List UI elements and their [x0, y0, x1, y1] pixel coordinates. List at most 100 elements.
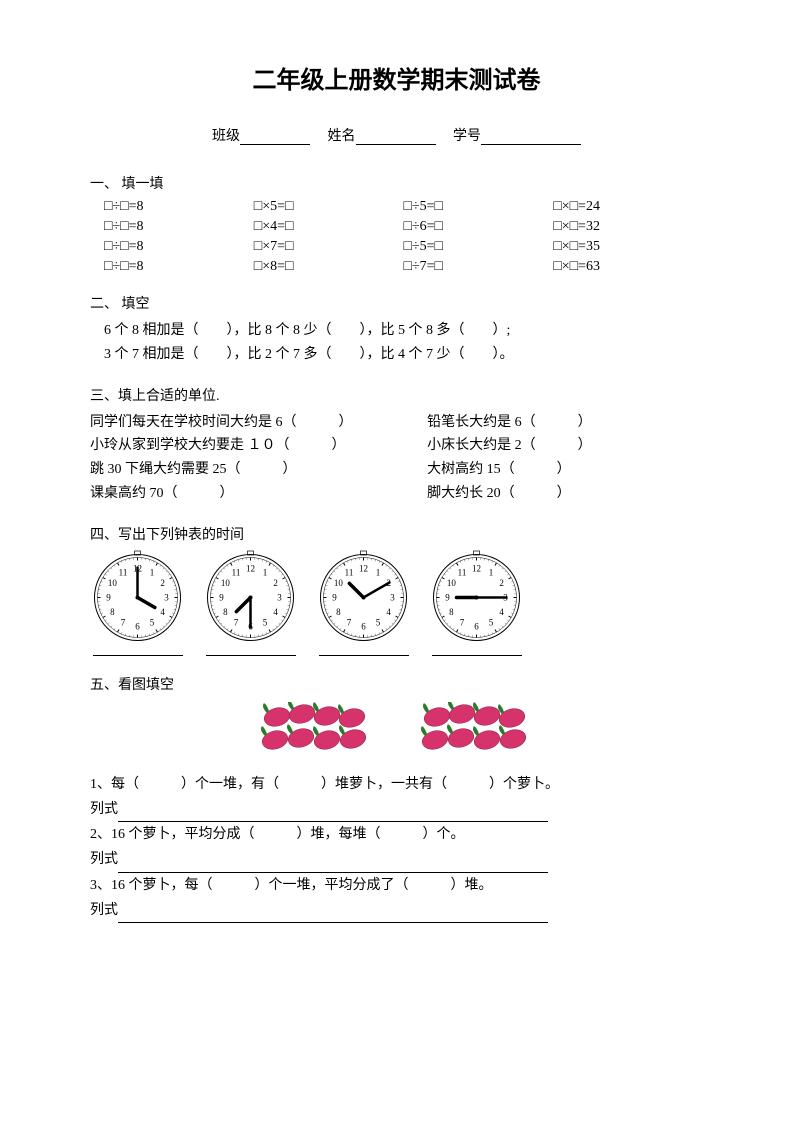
svg-text:9: 9: [219, 592, 224, 602]
svg-text:9: 9: [445, 592, 450, 602]
clock-icon: 123456789101112: [203, 550, 298, 645]
answer-line: [93, 655, 183, 656]
id-label: 学号: [453, 125, 481, 145]
svg-text:12: 12: [472, 563, 481, 573]
q5-formula: 列式: [90, 898, 703, 923]
svg-text:8: 8: [336, 607, 341, 617]
svg-text:2: 2: [273, 578, 278, 588]
svg-text:6: 6: [361, 621, 366, 631]
svg-text:9: 9: [106, 592, 111, 602]
q3-row: 同学们每天在学校时间大约是 6（ ） 铅笔长大约是 6（ ）: [90, 411, 703, 435]
svg-text:10: 10: [334, 578, 344, 588]
svg-text:3: 3: [390, 592, 395, 602]
q1-cell: □÷□=8: [104, 239, 254, 255]
svg-text:10: 10: [221, 578, 231, 588]
class-label: 班级: [212, 125, 240, 145]
svg-text:1: 1: [150, 567, 155, 577]
answer-line: [206, 655, 296, 656]
q1-cell: □÷7=□: [404, 259, 554, 275]
q1-cell: □÷□=8: [104, 219, 254, 235]
svg-text:12: 12: [359, 563, 368, 573]
section-4-title: 四、写出下列钟表的时间: [90, 524, 703, 544]
answer-line: [432, 655, 522, 656]
q5-line: 2、16 个萝卜，平均分成（ ）堆，每堆（ ）个。: [90, 822, 703, 847]
student-info-line: 班级 姓名 学号: [90, 125, 703, 145]
clock-icon: 123456789101112: [429, 550, 524, 645]
radish-row: [90, 702, 703, 762]
svg-text:1: 1: [489, 567, 494, 577]
section-1-title: 一、 填一填: [90, 173, 703, 193]
q3-right: 铅笔长大约是 6（ ）: [427, 411, 703, 435]
svg-text:4: 4: [386, 607, 391, 617]
q3-right: 小床长大约是 2（ ）: [427, 434, 703, 458]
svg-text:10: 10: [108, 578, 118, 588]
svg-text:7: 7: [460, 617, 465, 627]
svg-text:6: 6: [474, 621, 479, 631]
clock-icon: 123456789101112: [90, 550, 185, 645]
section-5-title: 五、看图填空: [90, 674, 703, 694]
q5-formula: 列式: [90, 797, 703, 822]
svg-text:7: 7: [347, 617, 352, 627]
q3-left: 课桌高约 70（ ）: [90, 482, 427, 506]
svg-text:11: 11: [345, 567, 354, 577]
q1-cell: □÷5=□: [404, 239, 554, 255]
q1-cell: □÷□=8: [104, 199, 254, 215]
q5-line: 1、每（ ）个一堆，有（ ）堆萝卜，一共有（ ）个萝卜。: [90, 772, 703, 797]
q3-row: 课桌高约 70（ ） 脚大约长 20（ ）: [90, 482, 703, 506]
svg-text:8: 8: [223, 607, 228, 617]
radish-pile-icon: [417, 702, 537, 762]
svg-text:7: 7: [121, 617, 126, 627]
svg-text:11: 11: [119, 567, 128, 577]
q1-cell: □÷6=□: [404, 219, 554, 235]
svg-text:11: 11: [458, 567, 467, 577]
q1-cell: □÷□=8: [104, 259, 254, 275]
q5-line: 3、16 个萝卜，每（ ）个一堆，平均分成了（ ）堆。: [90, 873, 703, 898]
q3-right: 脚大约长 20（ ）: [427, 482, 703, 506]
svg-text:7: 7: [234, 617, 239, 627]
svg-text:2: 2: [160, 578, 165, 588]
q2-line: 6 个 8 相加是（ ），比 8 个 8 少（ ），比 5 个 8 多（ ）;: [104, 319, 703, 343]
svg-text:8: 8: [110, 607, 115, 617]
svg-text:5: 5: [150, 617, 155, 627]
q3-left: 同学们每天在学校时间大约是 6（ ）: [90, 411, 427, 435]
q1-cell: □×8=□: [254, 259, 404, 275]
svg-text:12: 12: [246, 563, 255, 573]
q5-formula: 列式: [90, 847, 703, 872]
section-2-title: 二、 填空: [90, 293, 703, 313]
name-label: 姓名: [328, 125, 356, 145]
q1-cell: □×□=24: [553, 199, 703, 215]
svg-text:11: 11: [232, 567, 241, 577]
svg-text:1: 1: [263, 567, 268, 577]
svg-text:2: 2: [499, 578, 504, 588]
svg-text:1: 1: [376, 567, 381, 577]
q1-cell: □÷5=□: [404, 199, 554, 215]
q1-cell: □×5=□: [254, 199, 404, 215]
section-3-title: 三、填上合适的单位.: [90, 385, 703, 405]
svg-text:5: 5: [376, 617, 381, 627]
q1-cell: □×□=32: [553, 219, 703, 235]
clock-icon: 123456789101112: [316, 550, 411, 645]
svg-text:4: 4: [499, 607, 504, 617]
answer-line: [319, 655, 409, 656]
svg-text:9: 9: [332, 592, 337, 602]
q3-row: 小玲从家到学校大约要走 １０（ ） 小床长大约是 2（ ）: [90, 434, 703, 458]
q1-cell: □×7=□: [254, 239, 404, 255]
svg-text:6: 6: [135, 621, 140, 631]
q2-line: 3 个 7 相加是（ ），比 2 个 7 多（ ），比 4 个 7 少（ ）。: [104, 343, 703, 367]
q1-cell: □×□=35: [553, 239, 703, 255]
q1-cell: □×□=63: [553, 259, 703, 275]
q3-left: 跳 30 下绳大约需要 25（ ）: [90, 458, 427, 482]
q1-cell: □×4=□: [254, 219, 404, 235]
radish-pile-icon: [257, 702, 377, 762]
clocks-row: 123456789101112 123456789101112 12345678…: [90, 550, 703, 656]
svg-text:10: 10: [447, 578, 457, 588]
svg-text:4: 4: [160, 607, 165, 617]
svg-text:3: 3: [277, 592, 282, 602]
svg-text:8: 8: [449, 607, 454, 617]
svg-text:4: 4: [273, 607, 278, 617]
q3-row: 跳 30 下绳大约需要 25（ ） 大树高约 15（ ）: [90, 458, 703, 482]
section-1-grid: □÷□=8 □×5=□ □÷5=□ □×□=24 □÷□=8 □×4=□ □÷6…: [104, 199, 703, 275]
svg-text:3: 3: [164, 592, 169, 602]
page-title: 二年级上册数学期末测试卷: [90, 60, 703, 95]
svg-text:5: 5: [263, 617, 268, 627]
